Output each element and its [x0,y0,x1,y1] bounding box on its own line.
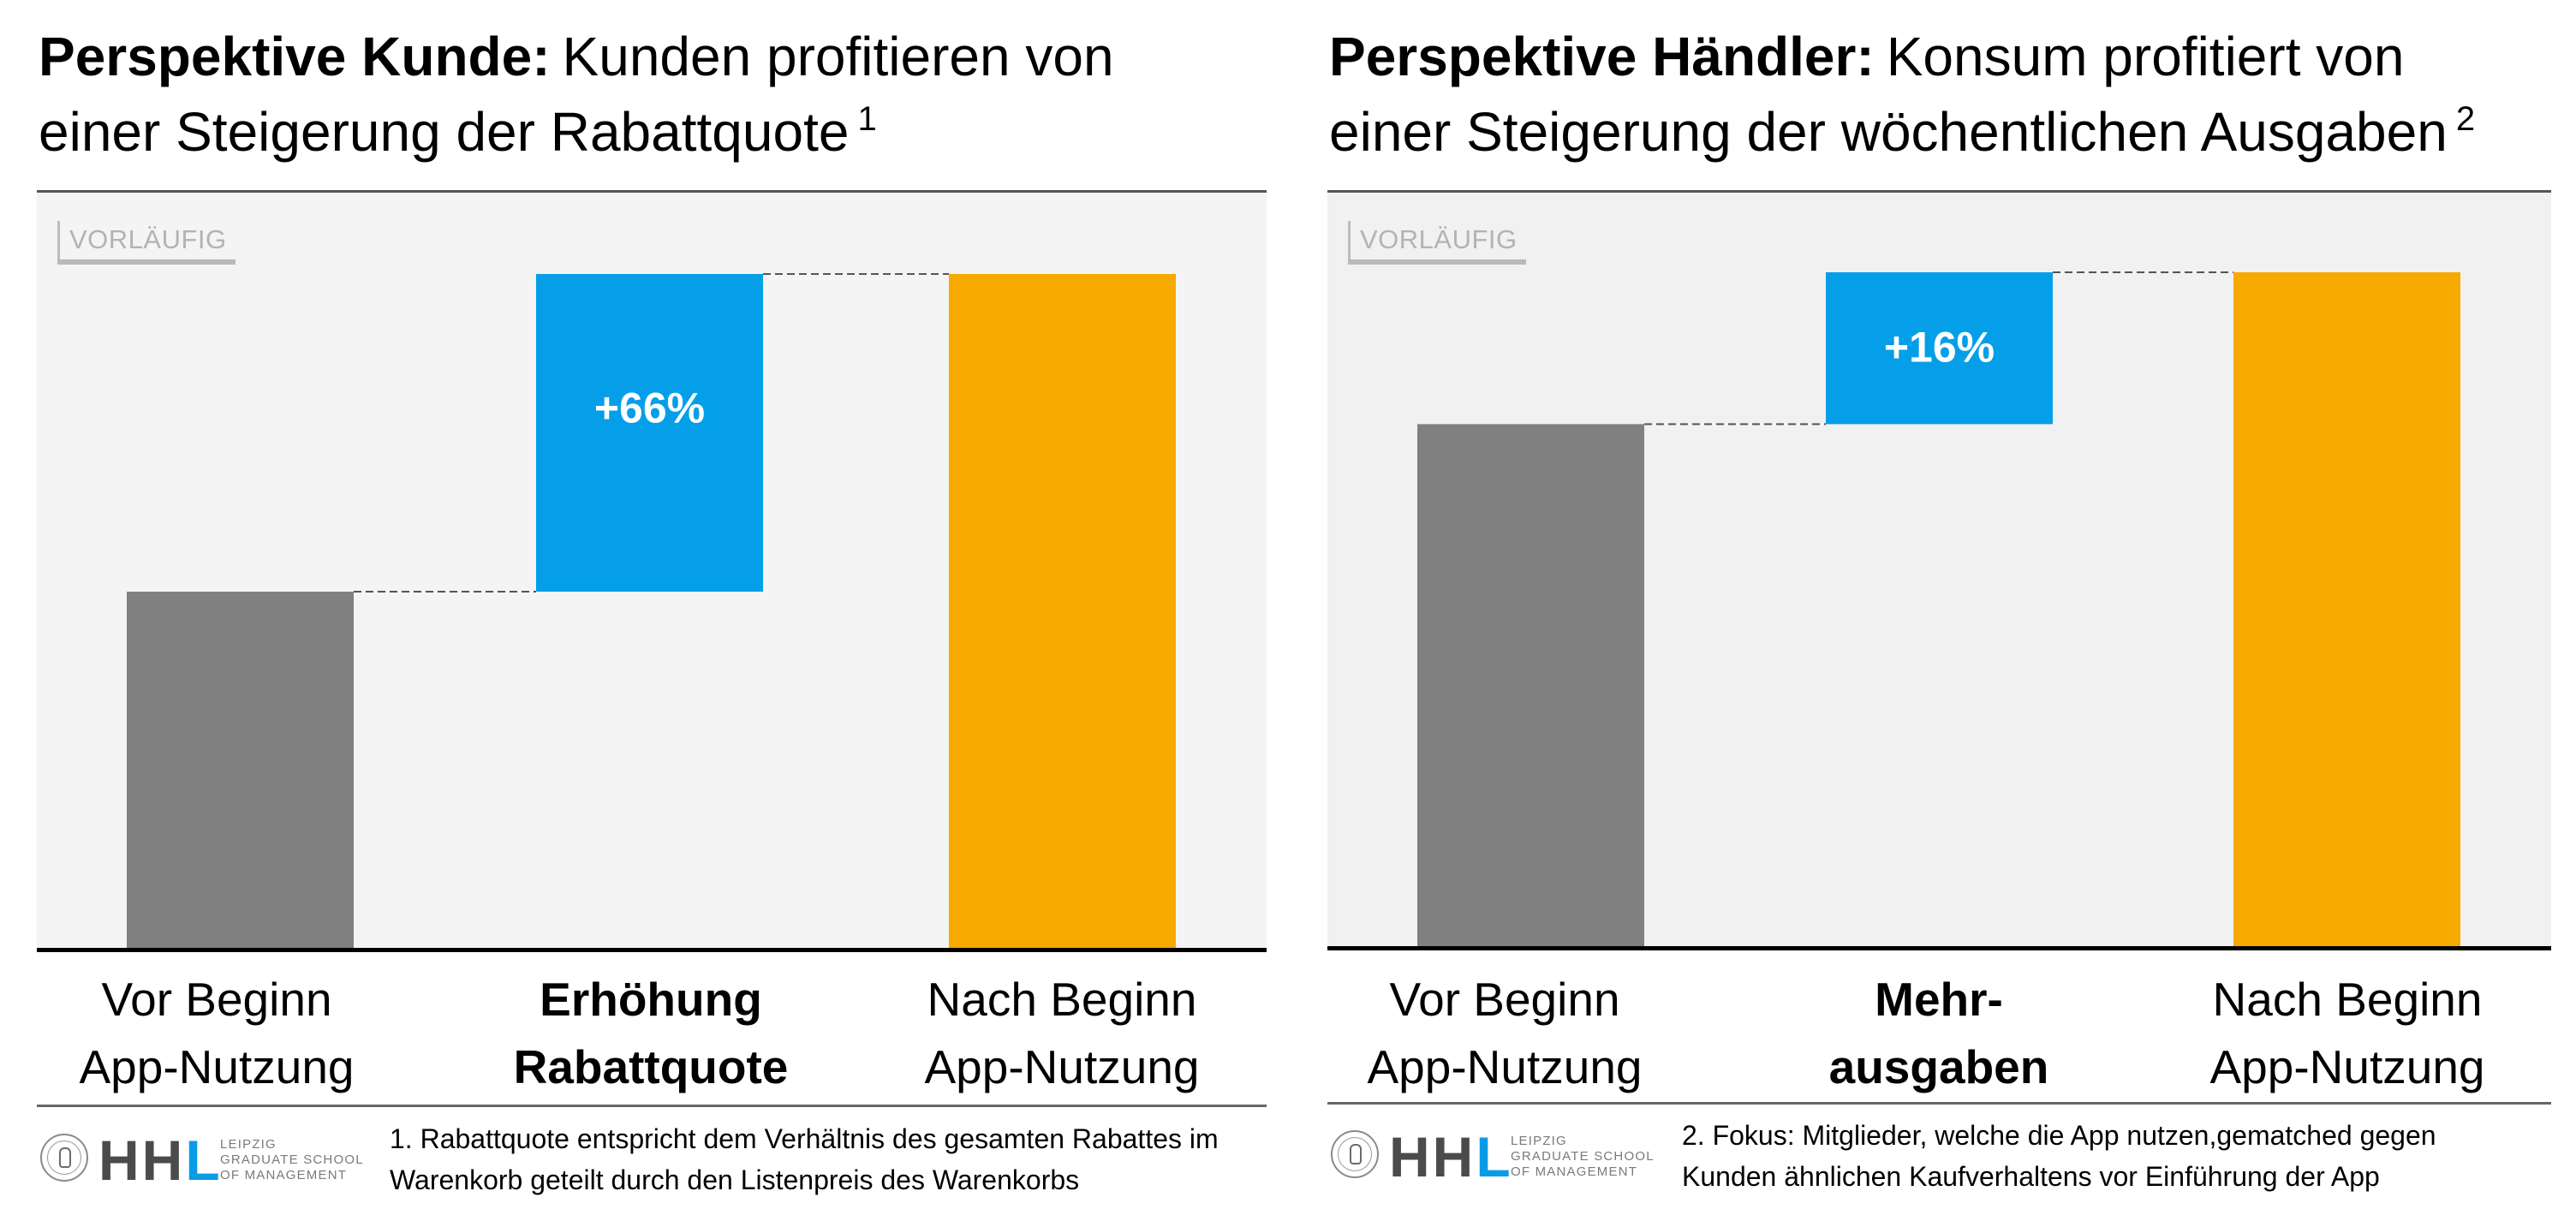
logo-letters: HHL [1389,1125,1513,1188]
stamp-bracket [1348,221,1351,263]
bar-total [949,274,1176,948]
category-label: Mehr-ausgaben [1759,966,2119,1101]
bar-base [1417,424,1644,946]
logo-subtitle: LEIPZIG GRADUATE SCHOOL OF MANAGEMENT [1511,1134,1655,1179]
category-line1: Erhöhung [540,973,762,1026]
category-label: Vor Beginn App-Nutzung [1325,966,1685,1101]
logo-subtitle: LEIPZIG GRADUATE SCHOOL OF MANAGEMENT [220,1137,364,1182]
category-label: Vor Beginn App-Nutzung [37,966,397,1101]
category-line1: Nach Beginn [2212,973,2483,1026]
seal-icon [1331,1130,1379,1178]
title-line2: einer Steigerung der wöchentlichen Ausga… [1329,101,2448,163]
stamp-label: VORLÄUFIG [1360,224,1518,254]
x-axis-line [37,948,1267,952]
preliminary-stamp: VORLÄUFIG [1348,221,1528,265]
category-label: Nach Beginn App-Nutzung [882,966,1242,1101]
panel-customer: Perspektive Kunde: Kunden profitieren von… [37,0,1267,1209]
title-line1: Kunden profitieren von [562,26,1114,87]
category-line1: Nach Beginn [927,973,1197,1026]
panel-merchant: Perspektive Händler: Konsum profitiert vo… [1327,0,2551,1209]
category-line2: App-Nutzung [79,1040,355,1093]
footnote: 2. Fokus: Mitglieder, welche die App nut… [1682,1115,2436,1197]
seal-icon [40,1134,88,1182]
bar-delta [1826,272,2053,425]
category-line1: Vor Beginn [1389,973,1620,1026]
top-rule [37,190,1267,193]
stamp-underline [1348,259,1526,265]
bar-delta [536,274,763,593]
category-line1: Vor Beginn [101,973,332,1026]
footnote-ref: 2 [2455,100,2476,138]
category-line2: Rabattquote [513,1040,789,1093]
category-line2: ausgaben [1828,1040,2049,1093]
panel-title: Perspektive Händler: Konsum profitiert vo… [1329,19,2576,177]
waterfall-chart: +16% [1417,271,2460,946]
title-bold: Perspektive Kunde: [39,26,551,87]
category-line2: App-Nutzung [1367,1040,1643,1093]
category-line1: Mehr- [1875,973,2003,1026]
title-line1: Konsum profitiert von [1886,26,2405,87]
logo-letters: HHL [98,1129,223,1192]
category-label: Nach Beginn App-Nutzung [2168,966,2527,1101]
data-label: +16% [1884,324,1995,372]
footnote-line1: 1. Rabattquote entspricht dem Verhältnis… [390,1123,1219,1154]
bar-base [127,592,354,948]
waterfall-chart: +66% [127,273,1176,948]
preliminary-stamp: VORLÄUFIG [57,221,237,265]
hhl-logo: HHL LEIPZIG GRADUATE SCHOOL OF MANAGEMENT [40,1132,366,1188]
footnote: 1. Rabattquote entspricht dem Verhältnis… [390,1118,1219,1200]
bottom-rule [37,1105,1267,1107]
title-bold: Perspektive Händler: [1329,26,1875,87]
bar-total [2233,272,2460,946]
footnote-line2: Warenkorb geteilt durch den Listenpreis … [390,1164,1080,1195]
data-label: +66% [594,384,705,432]
category-label: Erhöhung Rabattquote [471,966,831,1101]
stamp-label: VORLÄUFIG [69,224,227,254]
footnote-line1: 2. Fokus: Mitglieder, welche die App nut… [1682,1120,2436,1151]
footnote-line2: Kunden ähnlichen Kaufverhaltens vor Einf… [1682,1161,2380,1192]
stamp-underline [57,259,236,265]
category-line2: App-Nutzung [2209,1040,2485,1093]
x-axis-line [1327,946,2551,950]
panel-title: Perspektive Kunde: Kunden profitieren von… [39,19,1306,177]
top-rule [1327,190,2551,193]
category-line2: App-Nutzung [924,1040,1200,1093]
footnote-ref: 1 [857,100,877,138]
hhl-logo: HHL LEIPZIG GRADUATE SCHOOL OF MANAGEMENT [1331,1129,1656,1185]
title-line2: einer Steigerung der Rabattquote [39,101,850,163]
bottom-rule [1327,1102,2551,1105]
stamp-bracket [57,221,60,263]
